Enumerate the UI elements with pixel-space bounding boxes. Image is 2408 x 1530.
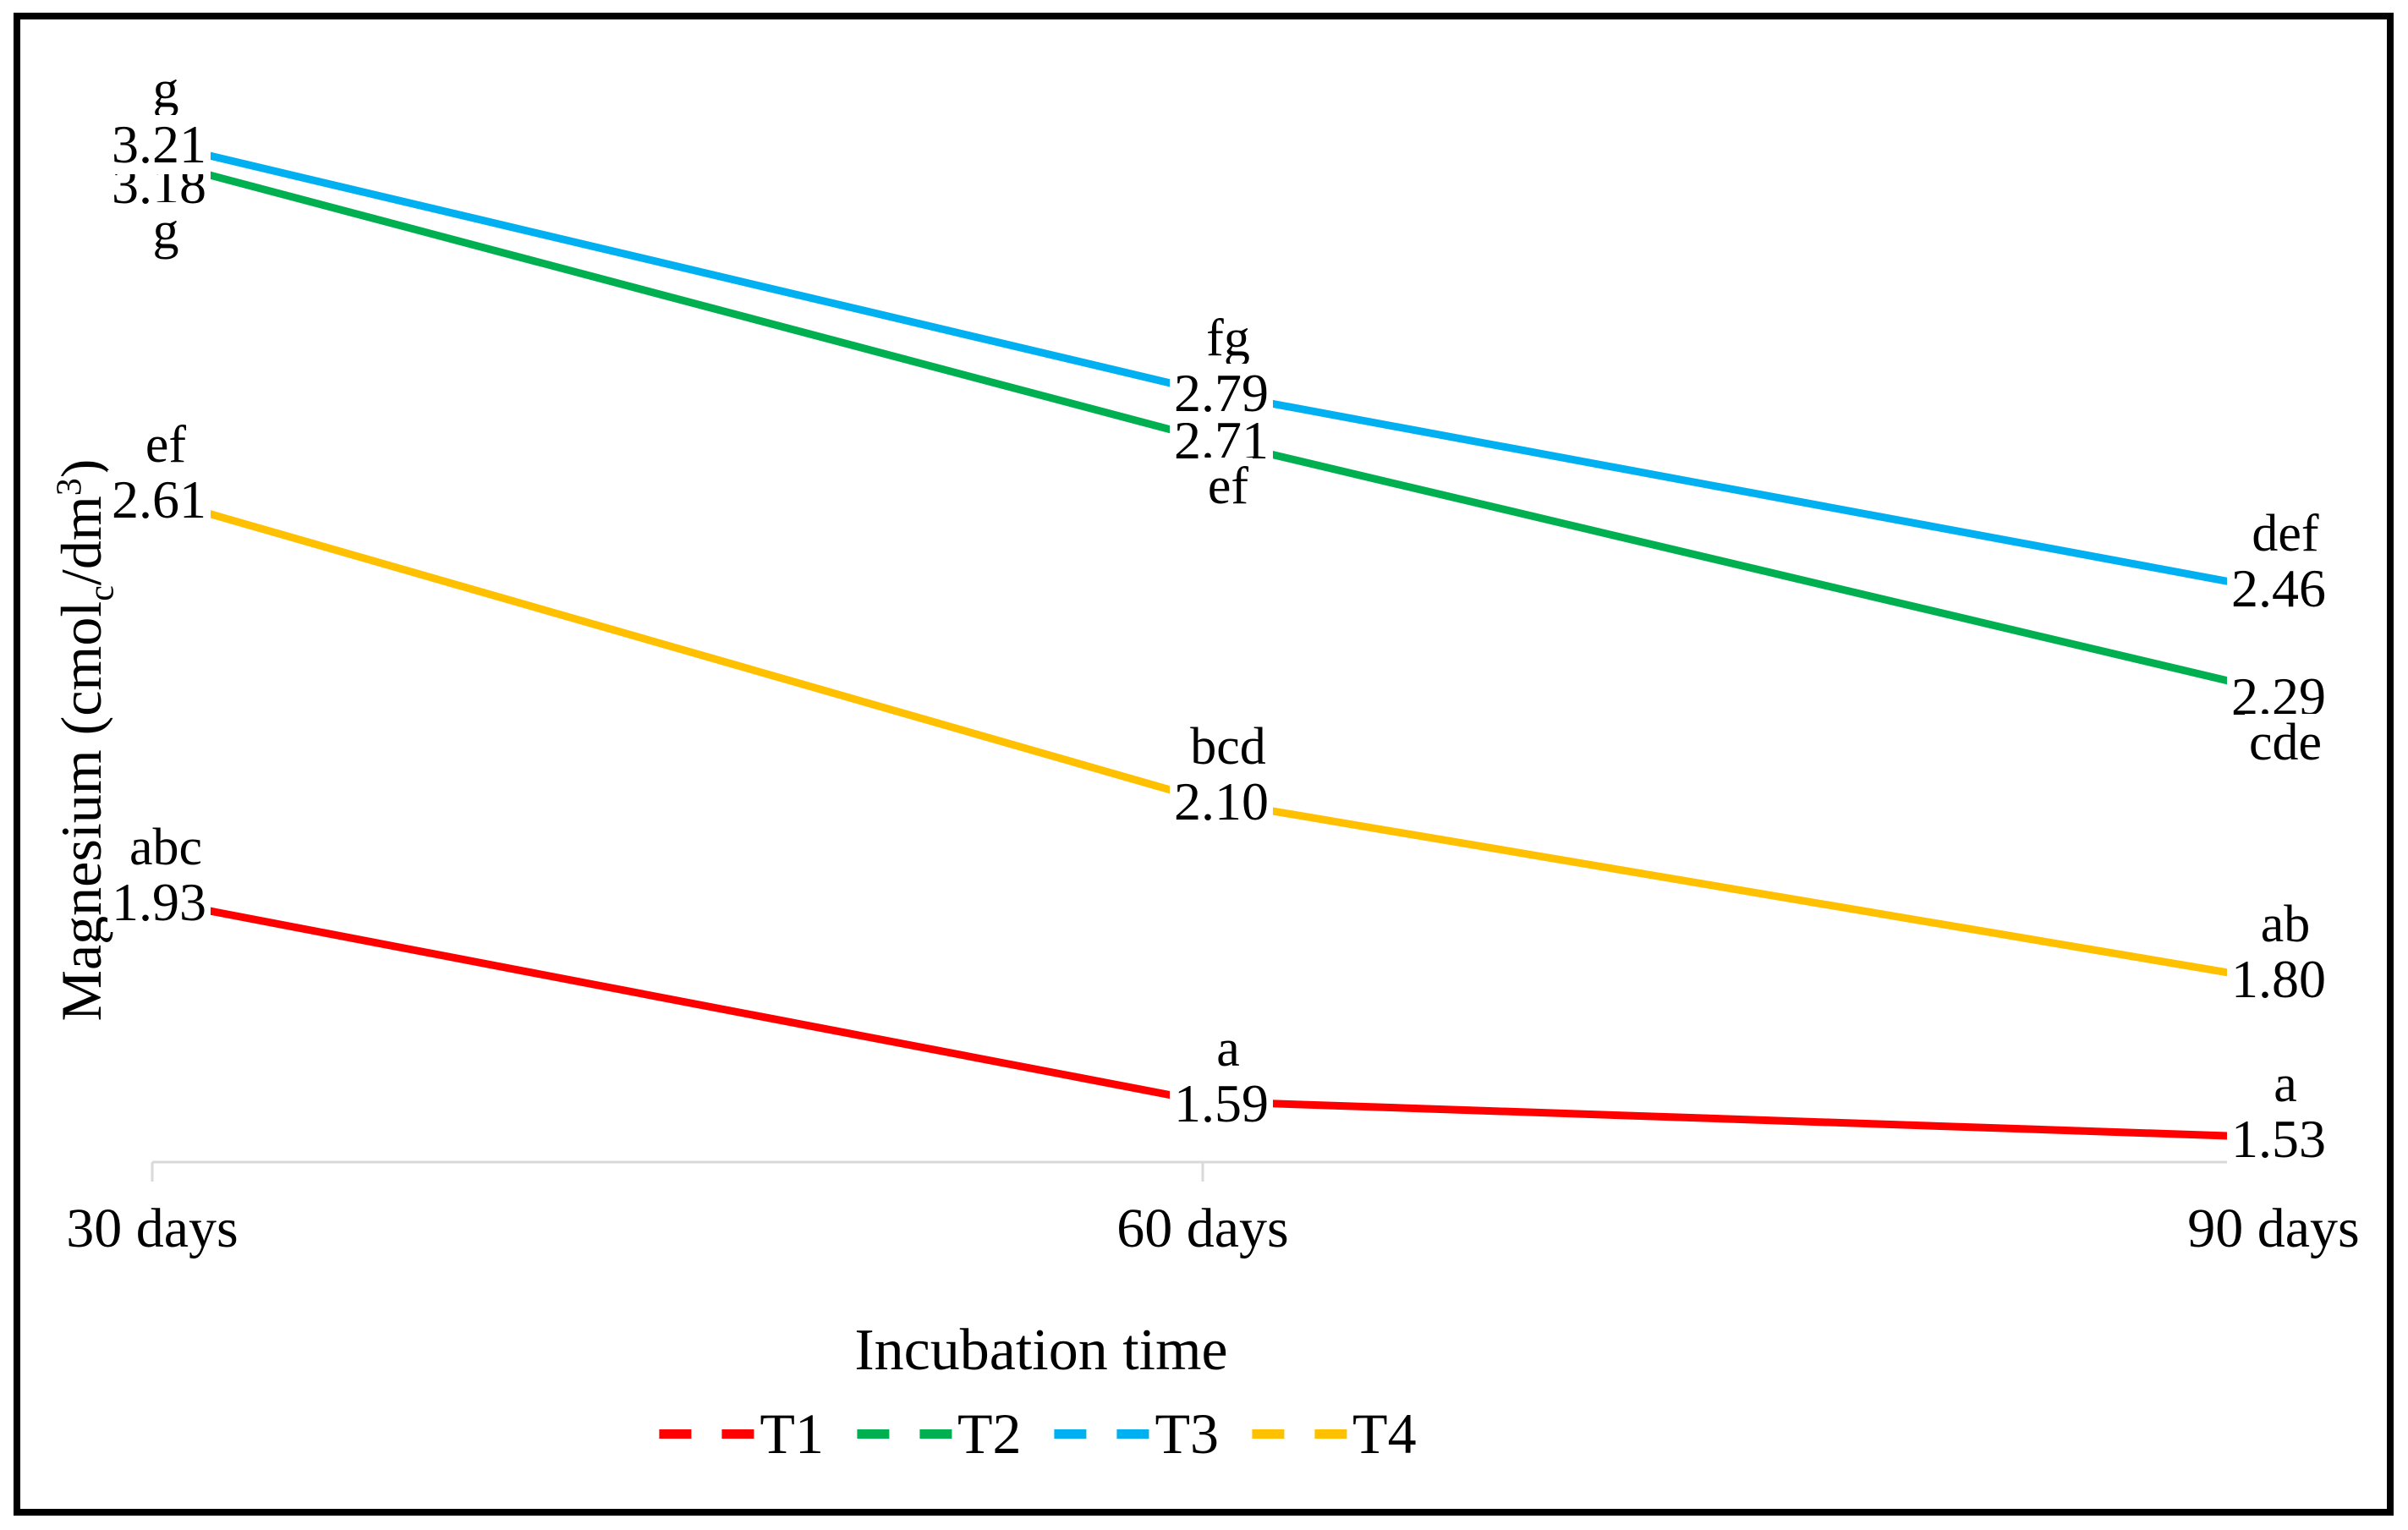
legend-dashed-line-icon <box>856 1429 952 1439</box>
legend-dash <box>856 1429 889 1439</box>
significance-letter-T1-1: a <box>1212 1020 1244 1078</box>
legend-label-T1: T1 <box>760 1401 824 1466</box>
significance-letter-T4-1: bcd <box>1186 718 1270 776</box>
significance-letter-T2-1: ef <box>1203 458 1253 515</box>
significance-letter-T1-2: a <box>2269 1056 2301 1113</box>
legend-dash <box>659 1429 692 1439</box>
legend-label-T4: T4 <box>1352 1401 1417 1466</box>
legend-dashed-line-icon <box>1252 1429 1347 1439</box>
y-axis-title-suffix: ) <box>49 458 113 479</box>
x-axis-title: Incubation time <box>854 1318 1228 1383</box>
y-axis-title-mid: /dm <box>49 496 113 586</box>
x-tick-label-1: 60 days <box>1116 1198 1289 1259</box>
legend-dashed-line-icon <box>1054 1429 1149 1439</box>
legend-item-T4: T4 <box>1252 1405 1417 1462</box>
data-label-T4-2: 1.80 <box>2227 950 2330 1009</box>
data-label-T1-0: 1.93 <box>107 873 211 932</box>
significance-letter-T2-0: g <box>148 202 184 260</box>
significance-letter-T3-2: def <box>2247 505 2323 562</box>
data-label-T3-1: 2.79 <box>1170 364 1273 423</box>
significance-letter-T1-0: abc <box>124 819 207 876</box>
data-label-T1-2: 1.53 <box>2227 1110 2330 1169</box>
data-label-T4-1: 2.10 <box>1170 772 1273 831</box>
significance-letter-T3-1: fg <box>1202 310 1254 367</box>
legend: T1 T2 T3 T4 <box>659 1401 1417 1466</box>
legend-item-T3: T3 <box>1054 1401 1220 1466</box>
data-label-T3-0: 3.21 <box>107 115 211 174</box>
y-axis-title-text: Magnesium (cmol <box>49 600 113 1022</box>
legend-dash <box>1252 1429 1285 1439</box>
significance-letter-T3-0: g <box>148 61 184 118</box>
y-axis-title-superscript: 3 <box>49 478 90 496</box>
legend-dashed-line-icon <box>659 1429 754 1439</box>
y-axis-title-subscript: c <box>81 585 122 601</box>
legend-label-T2: T2 <box>957 1401 1022 1466</box>
legend-dash <box>1314 1429 1347 1439</box>
x-tick-label-0: 30 days <box>66 1198 239 1259</box>
legend-item-T2: T2 <box>856 1401 1022 1466</box>
legend-dash <box>1116 1429 1149 1439</box>
data-label-T3-2: 2.46 <box>2227 559 2330 618</box>
chart-border <box>14 13 2394 1516</box>
data-label-T1-1: 1.59 <box>1170 1074 1273 1133</box>
significance-letter-T4-2: ab <box>2256 896 2315 953</box>
legend-label-T3: T3 <box>1155 1401 1220 1466</box>
x-tick-label-2: 90 days <box>2187 1198 2360 1259</box>
data-label-T4-0: 2.61 <box>107 470 211 529</box>
legend-dash <box>919 1429 952 1439</box>
y-axis-title: Magnesium (cmolc/dm3) <box>49 458 122 1022</box>
significance-letter-T2-2: cde <box>2244 714 2327 771</box>
legend-item-T1: T1 <box>659 1405 824 1462</box>
legend-dash <box>721 1429 754 1439</box>
legend-dash <box>1054 1429 1087 1439</box>
significance-letter-T4-0: ef <box>140 416 191 474</box>
